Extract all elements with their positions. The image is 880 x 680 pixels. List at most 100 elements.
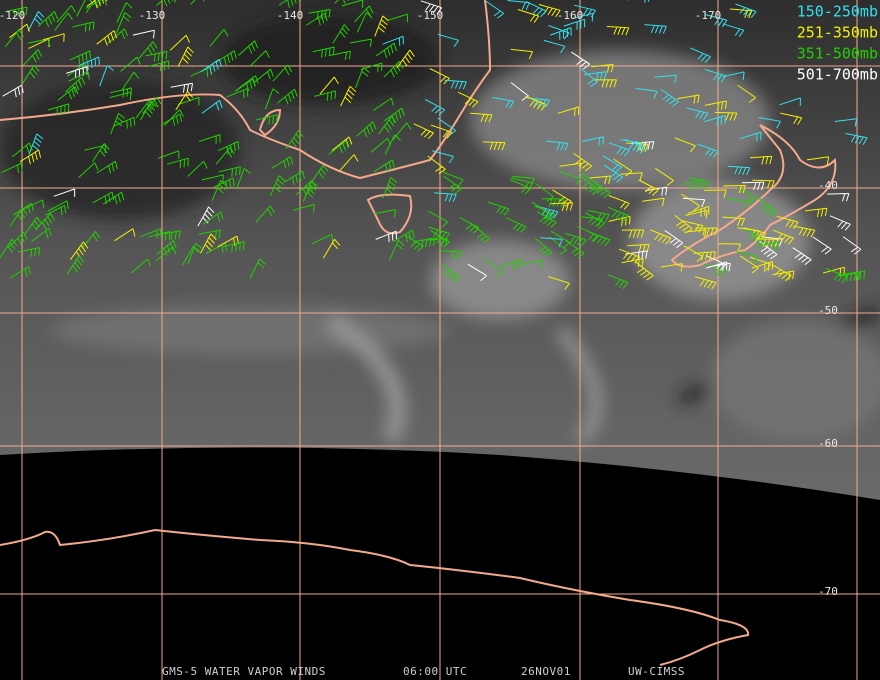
- wind-barb: [27, 11, 45, 32]
- wind-barb: [573, 152, 592, 172]
- wind-barb: [249, 50, 270, 67]
- wind-barb: [91, 143, 110, 163]
- wind-barb: [457, 91, 479, 108]
- wind-barb: [736, 251, 759, 264]
- wind-barb: [116, 2, 133, 23]
- wind-barb: [682, 197, 706, 208]
- wind-barb: [756, 241, 779, 251]
- wind-barb: [584, 212, 605, 229]
- wind-barb: [608, 215, 631, 227]
- wind-barb: [164, 109, 184, 126]
- wind-barb: [705, 14, 728, 28]
- wind-barb: [704, 189, 727, 198]
- wind-barb: [685, 209, 708, 219]
- wind-barb: [441, 263, 460, 283]
- lat-label: -50: [818, 304, 838, 317]
- wind-barb: [28, 133, 44, 155]
- wind-barb: [2, 84, 24, 98]
- wind-barb: [759, 240, 778, 260]
- wind-barb: [157, 150, 180, 159]
- wind-barb: [145, 50, 168, 62]
- wind-barb: [22, 199, 45, 211]
- wind-barb: [428, 210, 449, 228]
- wind-barb: [674, 137, 696, 153]
- wind-barb: [591, 63, 614, 73]
- wind-barb: [538, 4, 561, 18]
- wind-barb: [428, 226, 451, 241]
- wind-barb: [21, 64, 40, 84]
- wind-barb: [683, 245, 704, 263]
- wind-barb: [54, 12, 73, 31]
- wind-barb: [793, 225, 816, 238]
- wind-barb: [723, 185, 746, 194]
- lat-label: -60: [818, 437, 838, 450]
- wind-barb: [534, 237, 553, 257]
- wind-barb: [292, 204, 315, 213]
- wind-barb: [718, 243, 742, 252]
- wind-barb: [140, 100, 157, 121]
- wind-barb: [7, 231, 28, 249]
- lon-label: -140: [277, 9, 304, 22]
- wind-barb: [806, 156, 830, 165]
- wind-barb: [606, 26, 630, 36]
- wind-barb: [729, 8, 753, 19]
- wind-barb: [680, 193, 701, 212]
- wind-barb: [102, 191, 125, 205]
- wind-barb: [525, 1, 547, 18]
- wind-barb: [686, 107, 709, 121]
- wind-barb: [485, 0, 504, 19]
- wind-barb: [109, 87, 133, 98]
- wind-barb: [444, 79, 467, 90]
- wind-barb: [44, 204, 67, 216]
- labels: -120 -130 -140 -150 -160 -170 -40 -50 -60 -70: [0, 9, 838, 598]
- wind-barb: [722, 23, 745, 37]
- legend: 150-250mb 251-350mb 351-500mb 501-700mb: [797, 3, 878, 84]
- wind-barb: [500, 258, 522, 270]
- wind-barb: [155, 246, 177, 261]
- wind-barb: [355, 67, 370, 89]
- wind-barb: [608, 142, 630, 157]
- wind-barb: [328, 140, 350, 155]
- wind-barb: [714, 111, 738, 121]
- wind-barb: [695, 227, 718, 236]
- lon-label: -150: [417, 9, 444, 22]
- wind-barb: [704, 264, 727, 277]
- wind-barb: [388, 239, 405, 261]
- footer-text: 26NOV01: [521, 665, 571, 678]
- wind-barb: [81, 231, 101, 250]
- wind-barb: [589, 231, 611, 247]
- wind-barb: [624, 138, 646, 154]
- wind-barb: [109, 91, 132, 101]
- wind-barb: [1, 162, 23, 174]
- lon-label: -170: [695, 9, 722, 22]
- wind-barb: [472, 224, 491, 244]
- wind-barb: [536, 205, 559, 219]
- wind-barb: [697, 143, 719, 158]
- wind-barb: [53, 188, 76, 198]
- wind-barb: [374, 15, 390, 37]
- wind-barb: [356, 12, 373, 33]
- wind-barb: [198, 134, 221, 144]
- wind-barb: [302, 180, 318, 202]
- wind-barb: [550, 202, 574, 211]
- wind-barb: [507, 0, 530, 11]
- wind-barb: [722, 216, 746, 227]
- wind-barb: [269, 175, 286, 197]
- wind-barb: [283, 170, 305, 186]
- wind-barb: [434, 192, 457, 202]
- legend-entry: 251-350mb: [797, 24, 878, 42]
- wind-barb: [752, 179, 775, 189]
- wind-barb: [772, 270, 795, 280]
- wind-barb: [584, 71, 607, 81]
- wind-barb: [591, 179, 611, 198]
- wind-barb: [559, 171, 581, 186]
- wind-barb: [413, 237, 436, 249]
- legend-entry: 501-700mb: [797, 66, 878, 84]
- wind-barb: [375, 230, 397, 243]
- wind-barb: [690, 47, 711, 63]
- wind-barb: [439, 250, 463, 260]
- wind-barb: [650, 229, 672, 245]
- wind-barb: [85, 0, 107, 9]
- wind-barb: [543, 39, 566, 54]
- wind-barb: [772, 229, 794, 245]
